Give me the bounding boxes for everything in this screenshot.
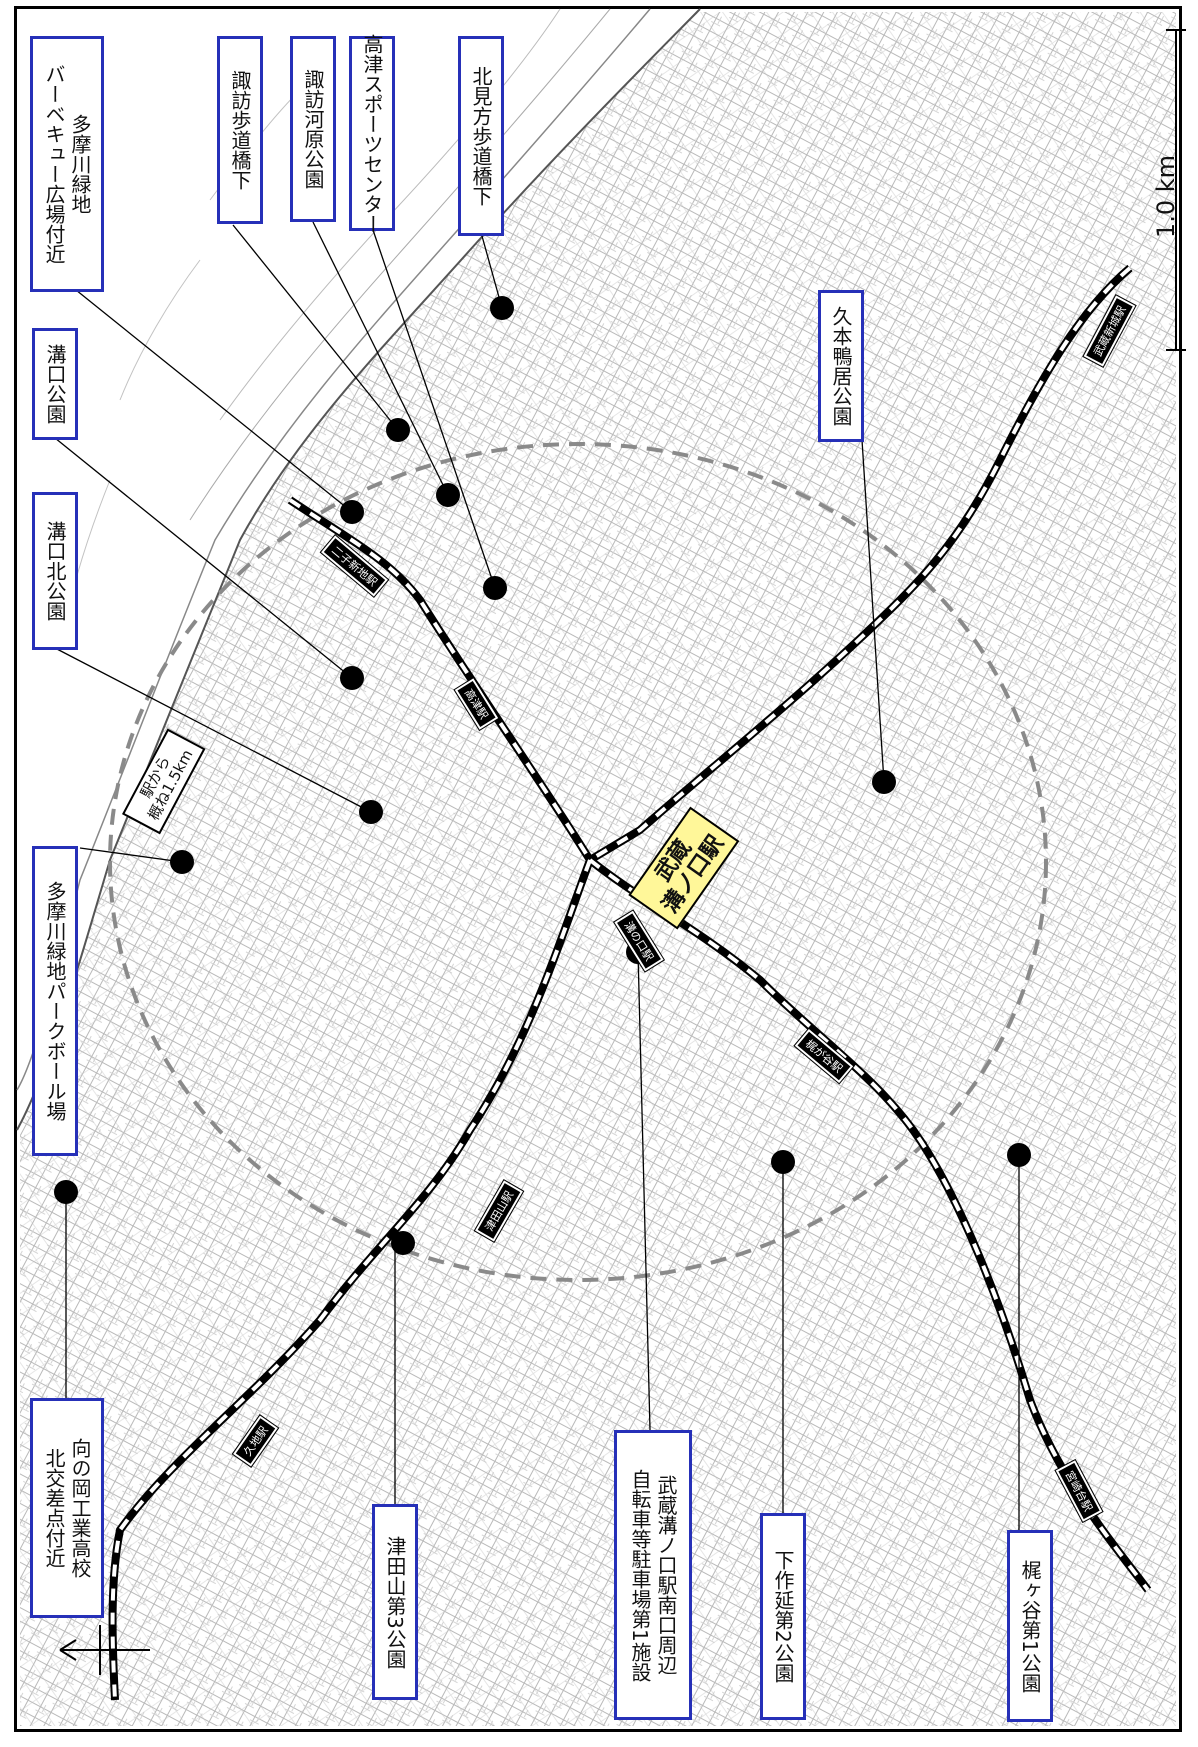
- location-marker-icon[interactable]: [386, 418, 410, 442]
- north-arrow-icon: [59, 1625, 150, 1675]
- location-marker-icon[interactable]: [483, 576, 507, 600]
- label-line: 下作延第2公園: [771, 1550, 795, 1683]
- label-mizonokuchi-park[interactable]: 溝口公園: [32, 328, 78, 440]
- location-marker-icon[interactable]: [872, 770, 896, 794]
- label-line: 北交差点付近: [42, 1448, 66, 1568]
- riverbank-line: [16, 8, 701, 1131]
- label-takatsu-tama-bbq[interactable]: 多摩川緑地 バーベキュー広場付近: [30, 36, 104, 292]
- location-marker-icon[interactable]: [340, 500, 364, 524]
- label-line: 多摩川緑地: [68, 114, 92, 214]
- label-line: バーベキュー広場付近: [42, 64, 66, 264]
- leader-lines: [54, 221, 1020, 1530]
- label-mizonokuchi-kita-park[interactable]: 溝口北公園: [32, 492, 78, 650]
- radius-circle: [108, 442, 1048, 1282]
- label-line: 諏訪歩道橋下: [228, 70, 252, 190]
- label-takatsu-sports[interactable]: 高津スポーツセンター: [349, 33, 395, 234]
- label-line: 溝口公園: [43, 344, 67, 424]
- label-suwagawara-park[interactable]: 諏訪河原公園: [290, 36, 336, 222]
- label-line: 諏訪河原公園: [301, 69, 325, 189]
- label-line: 溝口北公園: [43, 521, 67, 621]
- label-shimosakunobe2-park[interactable]: 下作延第2公園: [760, 1513, 806, 1720]
- river-area: [17, 9, 700, 1130]
- location-marker-icon[interactable]: [436, 483, 460, 507]
- label-line: 北見方歩道橋下: [469, 66, 493, 206]
- label-mukainooka[interactable]: 向の岡工業高校 北交差点付近: [30, 1398, 104, 1618]
- label-line: 多摩川緑地パークボール場: [43, 881, 67, 1121]
- location-marker-icon[interactable]: [391, 1231, 415, 1255]
- label-tsudayama3-park[interactable]: 津田山第3公園: [372, 1504, 418, 1700]
- label-kumoto-kamoi-park[interactable]: 久本鴨居公園: [818, 290, 864, 442]
- label-south-exit-bike[interactable]: 武蔵溝ノ口駅南口周辺 自転車等駐車場第1施設: [614, 1430, 692, 1720]
- location-marker-icon[interactable]: [340, 666, 364, 690]
- label-line: 久本鴨居公園: [829, 306, 853, 426]
- location-marker-icon[interactable]: [54, 1180, 78, 1204]
- scale-bar-icon: [1166, 29, 1186, 351]
- location-marker-icon[interactable]: [359, 800, 383, 824]
- location-marker-icon[interactable]: [1007, 1143, 1031, 1167]
- label-kitamikata-hodokyo[interactable]: 北見方歩道橋下: [458, 36, 504, 236]
- label-tama-parkball[interactable]: 多摩川緑地パークボール場: [32, 846, 78, 1156]
- label-kajigaya1-park[interactable]: 梶ヶ谷第1公園: [1007, 1530, 1053, 1722]
- location-marker-icon[interactable]: [170, 850, 194, 874]
- scale-label: 1.0 km: [1152, 155, 1180, 239]
- location-marker-icon[interactable]: [490, 296, 514, 320]
- location-marker-icon[interactable]: [771, 1150, 795, 1174]
- label-line: 向の岡工業高校: [68, 1438, 92, 1578]
- label-line: 津田山第3公園: [383, 1535, 407, 1669]
- label-line: 梶ヶ谷第1公園: [1018, 1559, 1042, 1693]
- label-line: 武蔵溝ノ口駅南口周辺: [654, 1475, 678, 1675]
- label-suwa-hodokyo[interactable]: 諏訪歩道橋下: [217, 36, 263, 224]
- label-line: 自転車等駐車場第1施設: [628, 1468, 652, 1682]
- label-line: 高津スポーツセンター: [360, 33, 384, 234]
